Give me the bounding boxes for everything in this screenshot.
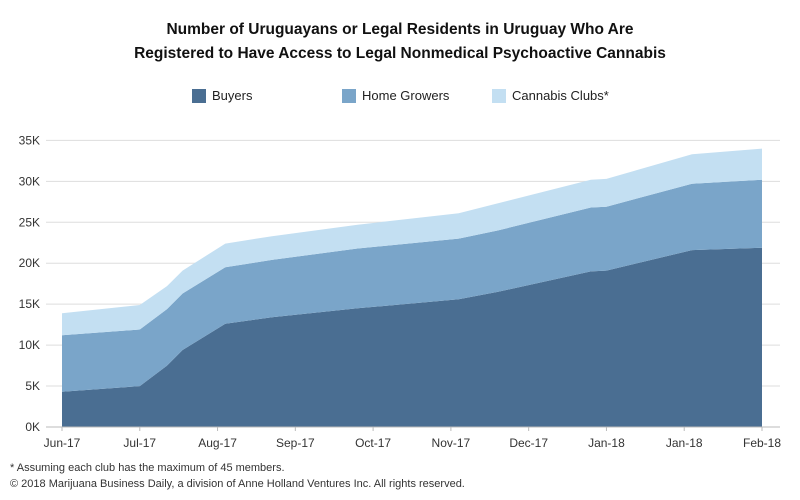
axes: 0K 5K 10K 15K 20K 25K 30K 35K Jun-17 Jul-17 Aug-17…	[19, 133, 782, 450]
x-tick-label: Nov-17	[432, 436, 471, 450]
y-tick-label: 20K	[19, 256, 40, 270]
x-tick-label: Jan-18	[588, 436, 625, 450]
y-tick-label: 15K	[19, 297, 40, 311]
legend-item-cannabis-clubs: Cannabis Clubs *	[492, 88, 609, 103]
area-series	[62, 148, 762, 427]
chart-title: Number of Uruguayans or Legal Residents …	[0, 18, 800, 66]
x-tick-label: Jun-17	[44, 436, 81, 450]
y-tick-label: 25K	[19, 215, 40, 229]
chart-title-line-2: Registered to Have Access to Legal Nonme…	[134, 45, 666, 62]
y-tick-label: 10K	[19, 338, 40, 352]
legend-swatch-cannabis-clubs	[492, 88, 506, 103]
area-buyers	[62, 247, 762, 427]
legend-swatch-buyers	[192, 88, 206, 103]
x-tick-label: Feb-18	[743, 436, 781, 450]
legend-item-home-growers: Home Growers	[342, 88, 449, 103]
y-tick-label: 35K	[19, 133, 40, 147]
footnote-copyright: © 2018 Marijuana Business Daily, a divis…	[10, 478, 465, 490]
area-cannabis-clubs	[62, 148, 762, 336]
chart-title-line-1: Number of Uruguayans or Legal Residents …	[166, 21, 634, 38]
x-tick-label: Aug-17	[198, 436, 237, 450]
footnote-assumption: * Assuming each club has the maximum of …	[10, 462, 285, 474]
y-tick-label: 0K	[25, 420, 40, 434]
x-tick-label: Oct-17	[355, 436, 391, 450]
x-tick-label: Sep-17	[276, 436, 315, 450]
legend-item-buyers: Buyers	[192, 88, 252, 103]
legend-label-home-growers: Home Growers	[362, 88, 450, 103]
x-tick-label: Dec-17	[509, 436, 548, 450]
legend-label-cannabis-clubs: Cannabis Clubs	[512, 88, 604, 103]
legend-swatch-home-growers	[342, 88, 356, 103]
legend-label-buyers: Buyers	[212, 88, 253, 103]
chart-legend: Buyers Home Growers Cannabis Clubs *	[0, 88, 800, 108]
x-tick-label: Jul-17	[123, 436, 156, 450]
x-tick-label: Jan-18	[666, 436, 703, 450]
y-tick-label: 5K	[25, 379, 40, 393]
area-home-growers	[62, 179, 762, 392]
y-tick-label: 30K	[19, 174, 40, 188]
